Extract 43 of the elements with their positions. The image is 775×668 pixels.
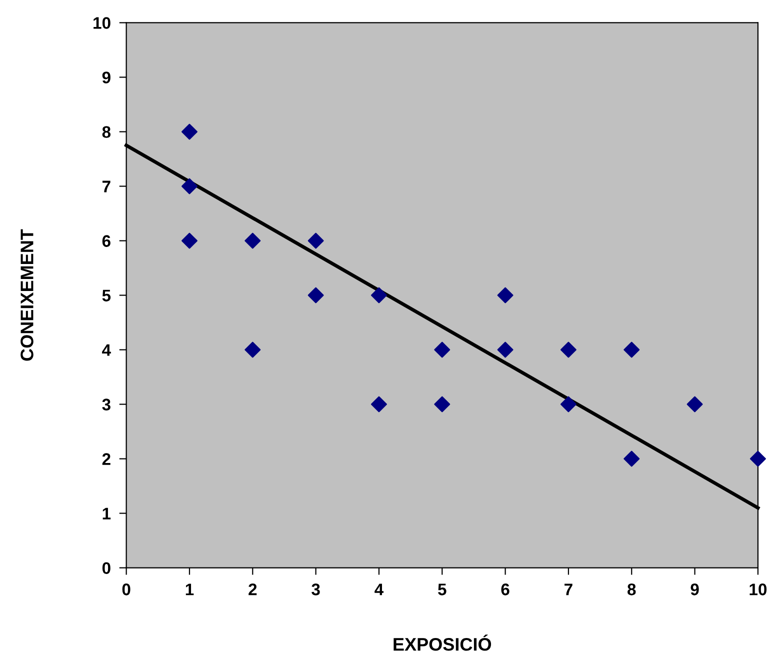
y-tick-label: 3 — [102, 398, 110, 410]
point — [244, 232, 261, 249]
y-tick-label: 10 — [94, 17, 110, 29]
point — [497, 342, 514, 358]
point — [370, 396, 387, 412]
x-tick-label: 3 — [312, 584, 320, 596]
x-tick-label: 10 — [750, 584, 767, 596]
x-tick-label: 7 — [564, 584, 572, 596]
y-tick-label: 5 — [102, 290, 111, 302]
x-tick-label: 6 — [501, 584, 510, 596]
x-tick-label: 4 — [374, 584, 384, 596]
point — [434, 396, 450, 412]
point — [560, 342, 576, 358]
y-tick-label: 9 — [102, 72, 110, 84]
point — [624, 450, 640, 467]
point — [244, 342, 261, 358]
y-axis-title: CONEIXEMENT — [20, 229, 34, 361]
y-tick-label: 0 — [102, 562, 110, 574]
y-tick-label: 8 — [102, 126, 111, 138]
point — [182, 178, 198, 194]
y-tick-label: 7 — [102, 180, 110, 192]
point — [686, 396, 703, 412]
x-axis-title: EXPOSICIÓ — [394, 634, 492, 651]
x-tick-label: 9 — [690, 584, 699, 596]
x-tick-label: 0 — [122, 584, 130, 596]
point — [182, 232, 198, 249]
x-tick-label: 2 — [248, 584, 257, 596]
x-tick-label: 1 — [186, 584, 194, 596]
point — [560, 396, 576, 412]
point — [497, 287, 514, 304]
point — [308, 287, 324, 304]
point — [370, 287, 387, 304]
x-tick-label: 5 — [438, 584, 446, 596]
y-tick-label: 1 — [102, 508, 111, 520]
point — [750, 450, 766, 467]
x-tick-label: 8 — [628, 584, 636, 596]
y-tick-label: 4 — [102, 344, 111, 356]
y-tick-label: 6 — [102, 235, 110, 247]
point — [624, 342, 640, 358]
y-tick-label: 2 — [102, 453, 110, 465]
point — [434, 342, 450, 358]
point — [182, 124, 198, 140]
point — [308, 232, 324, 249]
